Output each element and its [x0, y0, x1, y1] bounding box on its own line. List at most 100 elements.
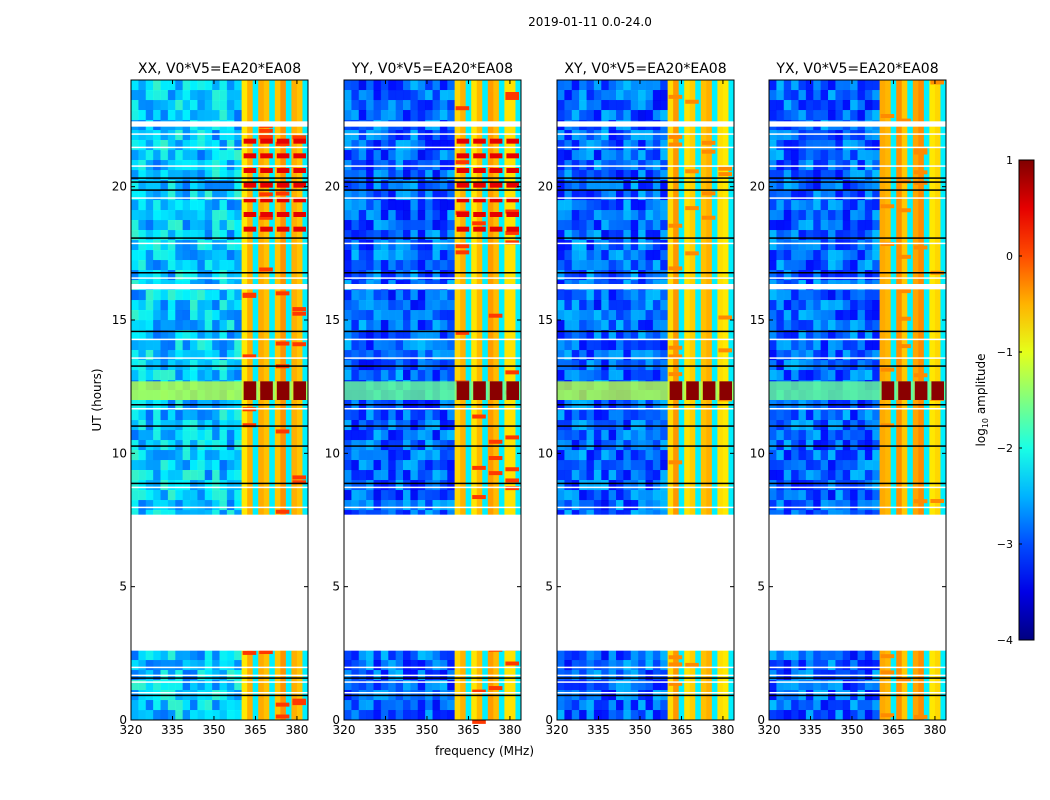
rfi-burst — [260, 197, 273, 203]
rfi-burst — [472, 495, 486, 500]
flagged-row — [344, 486, 521, 489]
rfi-burst — [685, 251, 699, 256]
dark-row — [769, 237, 946, 239]
rfi-burst — [718, 172, 732, 177]
rfi-burst — [260, 212, 273, 217]
flagged-row — [344, 338, 521, 341]
rfi-burst — [913, 373, 928, 378]
dark-row — [557, 677, 734, 679]
y-tick-label: 20 — [325, 180, 340, 194]
colorbar-label: log10 amplitude — [974, 354, 990, 447]
rfi-burst — [292, 307, 306, 312]
rfi-burst — [472, 689, 486, 694]
rfi-burst — [930, 80, 944, 85]
rfi-burst — [243, 182, 257, 188]
flagged-row — [131, 165, 308, 167]
rfi-burst — [472, 465, 486, 470]
dark-row — [344, 189, 521, 191]
colorbar-label-sub: 10 — [981, 418, 990, 428]
figure-title: 2019-01-11 0.0-24.0 — [528, 15, 652, 29]
rfi-burst — [260, 138, 273, 144]
rfi-burst — [243, 197, 257, 203]
rfi-burst — [668, 354, 683, 359]
flagged-band — [344, 284, 521, 290]
rfi-burst — [685, 99, 699, 104]
rfi-burst — [292, 135, 306, 140]
dark-row — [131, 445, 308, 447]
x-tick-label: 365 — [882, 723, 905, 737]
hot-block — [686, 381, 699, 400]
x-tick-label: 380 — [285, 723, 308, 737]
flagged-row — [131, 666, 308, 669]
rfi-burst — [701, 149, 716, 154]
rfi-burst — [505, 92, 519, 97]
flagged-band — [557, 284, 734, 290]
dark-row — [769, 330, 946, 333]
flagged-row — [769, 165, 946, 167]
rfi-burst — [293, 138, 306, 144]
rfi-burst — [897, 118, 911, 123]
y-tick-label: 15 — [325, 313, 340, 327]
dark-row — [131, 181, 308, 183]
panel-0: XX, V0*V5=EA20*EA08 320 335 350 365 380 0 5 10 15… — [90, 61, 309, 737]
rfi-burst — [489, 197, 503, 203]
x-tick-label: 365 — [244, 723, 267, 737]
x-tick-label: 320 — [758, 723, 781, 737]
rfi-burst — [505, 95, 519, 100]
y-tick-label: 10 — [538, 446, 553, 460]
rfi-burst — [897, 316, 911, 321]
x-axis-label: frequency (MHz) — [435, 744, 534, 758]
rfi-burst — [472, 719, 486, 724]
dark-row — [344, 237, 521, 239]
rfi-burst — [275, 429, 290, 434]
y-tick-label: 0 — [545, 713, 553, 727]
rfi-burst — [275, 714, 290, 719]
dark-row — [344, 181, 521, 183]
rfi-burst — [668, 345, 683, 350]
hot-block — [669, 381, 683, 400]
rfi-burst — [668, 142, 683, 147]
colorbar-tick-label: −4 — [997, 634, 1013, 647]
flagged-row — [131, 674, 308, 677]
flagged-row — [344, 506, 521, 509]
panel-frame — [556, 79, 735, 721]
flagged-row — [344, 242, 521, 245]
rfi-burst — [488, 439, 503, 444]
y-tick-label: 15 — [112, 313, 127, 327]
rfi-burst — [293, 153, 306, 159]
flagged-row — [769, 133, 946, 135]
flagged-row — [557, 133, 734, 135]
rfi-burst — [259, 267, 273, 272]
rfi-burst — [242, 354, 257, 359]
rfi-burst — [259, 215, 273, 220]
flagged-band — [769, 121, 946, 127]
rfi-burst — [242, 292, 257, 297]
rfi-burst — [275, 141, 290, 146]
rfi-burst — [260, 182, 273, 188]
rfi-burst — [668, 223, 683, 228]
x-tick-label: 365 — [670, 723, 693, 737]
rfi-burst — [456, 138, 470, 144]
y-tick-label: 15 — [538, 313, 553, 327]
rfi-burst — [913, 150, 928, 155]
hot-block — [702, 381, 716, 400]
flagged-row — [769, 506, 946, 509]
dark-row — [769, 694, 946, 697]
dark-row — [344, 482, 521, 485]
y-tick-label: 20 — [112, 180, 127, 194]
x-tick-label: 335 — [799, 723, 822, 737]
rfi-burst — [275, 341, 290, 346]
dark-row — [769, 272, 946, 274]
flagged-band — [769, 514, 946, 651]
rfi-burst — [292, 475, 306, 480]
rfi-burst — [897, 208, 911, 213]
rfi-burst — [275, 291, 290, 296]
rfi-burst — [473, 138, 486, 144]
rfi-burst — [505, 435, 519, 440]
rfi-burst — [456, 168, 470, 173]
dark-row — [131, 237, 308, 239]
dark-row — [769, 189, 946, 191]
rfi-burst — [276, 138, 290, 144]
dark-row — [769, 445, 946, 447]
